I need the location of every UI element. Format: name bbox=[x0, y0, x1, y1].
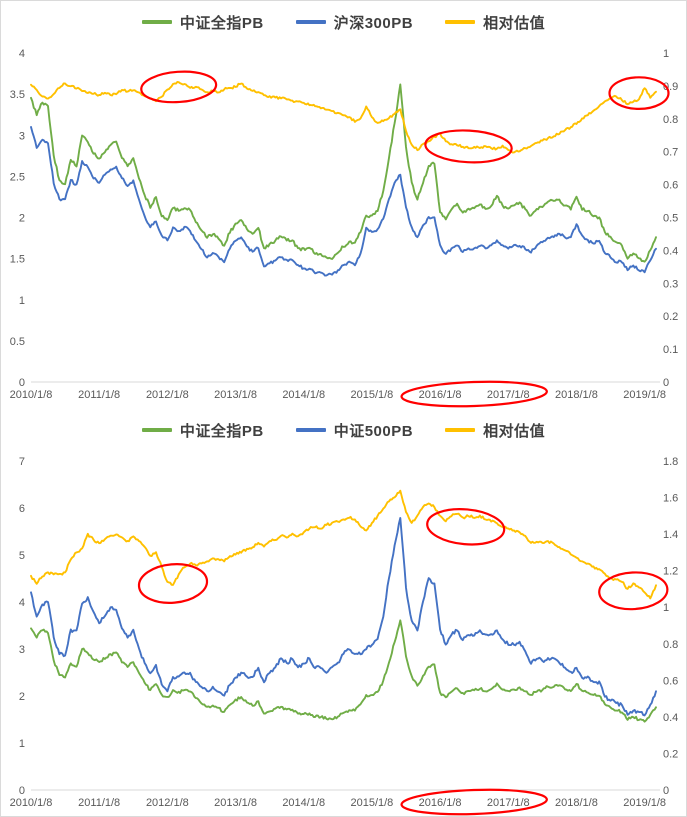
right-axis-tick-label: 1.4 bbox=[663, 529, 678, 541]
right-axis-tick-label: 0.2 bbox=[663, 311, 678, 323]
right-axis-tick-label: 0.2 bbox=[663, 748, 678, 760]
left-axis-tick-label: 3.5 bbox=[10, 89, 25, 101]
legend-line-marker bbox=[141, 20, 172, 24]
x-axis-tick-label: 2017/1/8 bbox=[487, 389, 530, 401]
left-axis-tick-label: 2 bbox=[19, 691, 25, 703]
legend-line-marker bbox=[141, 428, 172, 432]
chart-legend: 中证全指PB 中证500PB 相对估值 bbox=[1, 409, 686, 447]
series-line-relative-valuation bbox=[30, 81, 657, 154]
highlight-ellipse bbox=[424, 129, 513, 164]
right-axis-tick-label: 0.8 bbox=[663, 639, 678, 651]
right-axis-tick-label: 1 bbox=[663, 602, 669, 614]
legend-line-marker bbox=[445, 20, 476, 24]
legend-item: 中证全指PB bbox=[141, 12, 264, 33]
left-axis-tick-label: 2.5 bbox=[10, 171, 25, 183]
left-axis-tick-label: 0 bbox=[19, 785, 25, 797]
series-line-pb bbox=[30, 517, 657, 717]
legend-item: 中证500PB bbox=[295, 420, 414, 441]
x-axis-tick-label: 2013/1/8 bbox=[214, 797, 257, 809]
highlight-ellipse bbox=[137, 563, 209, 604]
legend-label: 中证全指PB bbox=[179, 14, 264, 32]
x-axis-tick-label: 2016/1/8 bbox=[419, 797, 462, 809]
left-axis-tick-label: 2 bbox=[19, 213, 25, 225]
x-axis-tick-label: 2019/1/8 bbox=[623, 797, 666, 809]
series-line-pb bbox=[30, 619, 657, 723]
right-axis-tick-label: 0.6 bbox=[663, 180, 678, 192]
left-axis-tick-label: 6 bbox=[19, 503, 25, 515]
chart-panel-csi500: 中证全指PB 中证500PB 相对估值 7 6 5 4 3 2 1 0 1.8 1.6 1.4 1.2 1 0… bbox=[1, 409, 686, 816]
legend-line-marker bbox=[295, 428, 326, 432]
right-axis-tick-label: 0.4 bbox=[663, 245, 678, 257]
right-axis-tick-label: 0 bbox=[663, 785, 669, 797]
x-axis-tick-label: 2010/1/8 bbox=[10, 389, 53, 401]
highlight-ellipse bbox=[140, 70, 218, 104]
right-axis-tick-label: 0.7 bbox=[663, 147, 678, 159]
x-axis-tick-label: 2018/1/8 bbox=[555, 797, 598, 809]
chart-legend: 中证全指PB 沪深300PB 相对估值 bbox=[1, 1, 686, 39]
series-line-pb bbox=[30, 126, 657, 277]
legend-item: 沪深300PB bbox=[295, 12, 414, 33]
highlight-ellipse bbox=[598, 571, 669, 611]
x-axis-tick-label: 2018/1/8 bbox=[555, 389, 598, 401]
left-axis-tick-label: 0.5 bbox=[10, 336, 25, 348]
right-axis-tick-label: 1.2 bbox=[663, 566, 678, 578]
x-axis-tick-label: 2014/1/8 bbox=[282, 797, 325, 809]
x-axis-tick-label: 2017/1/8 bbox=[487, 797, 530, 809]
left-axis-tick-label: 4 bbox=[19, 597, 25, 609]
right-axis-tick-label: 0.3 bbox=[663, 278, 678, 290]
series-line-pb bbox=[30, 83, 657, 263]
right-axis-tick-label: 0.8 bbox=[663, 114, 678, 126]
x-axis-tick-label: 2012/1/8 bbox=[146, 797, 189, 809]
right-axis-tick-label: 1.8 bbox=[663, 456, 678, 468]
x-axis-tick-label: 2014/1/8 bbox=[282, 389, 325, 401]
left-axis-tick-label: 4 bbox=[19, 48, 25, 60]
legend-label: 相对估值 bbox=[483, 14, 546, 32]
x-axis-tick-label: 2013/1/8 bbox=[214, 389, 257, 401]
highlight-ellipse bbox=[426, 508, 506, 546]
x-axis-tick-label: 2011/1/8 bbox=[78, 797, 120, 809]
x-axis-tick-label: 2010/1/8 bbox=[10, 797, 53, 809]
legend-line-marker bbox=[445, 428, 476, 432]
legend-label: 中证500PB bbox=[333, 422, 414, 440]
legend-label: 相对估值 bbox=[483, 422, 546, 440]
legend-item: 相对估值 bbox=[445, 12, 545, 33]
legend-item: 相对估值 bbox=[445, 420, 545, 441]
right-axis-tick-label: 0.6 bbox=[663, 675, 678, 687]
right-axis-tick-label: 0 bbox=[663, 377, 669, 389]
legend-label: 沪深300PB bbox=[333, 14, 414, 32]
left-axis-tick-label: 7 bbox=[19, 456, 25, 468]
legend-label: 中证全指PB bbox=[179, 422, 264, 440]
left-axis-tick-label: 1.5 bbox=[10, 254, 25, 266]
chart-panel-csi300: 中证全指PB 沪深300PB 相对估值 4 3.5 3 2.5 2 1.5 1 0.5 0 1 0.9 0… bbox=[1, 1, 686, 409]
x-axis-tick-label: 2019/1/8 bbox=[623, 389, 666, 401]
x-axis-tick-label: 2016/1/8 bbox=[419, 389, 462, 401]
left-axis-tick-label: 1 bbox=[19, 738, 25, 750]
x-axis-tick-label: 2015/1/8 bbox=[350, 389, 393, 401]
right-axis-tick-label: 1 bbox=[663, 48, 669, 60]
left-axis-tick-label: 3 bbox=[19, 644, 25, 656]
right-axis-tick-label: 0.1 bbox=[663, 344, 678, 356]
right-axis-tick-label: 0.4 bbox=[663, 712, 678, 724]
x-axis-tick-label: 2015/1/8 bbox=[350, 797, 393, 809]
pb-chart-csi500: 765432101.81.61.41.210.80.60.40.202010/1… bbox=[10, 456, 678, 816]
series-line-relative-valuation bbox=[30, 489, 657, 600]
left-axis-tick-label: 5 bbox=[19, 550, 25, 562]
right-axis-tick-label: 1.6 bbox=[663, 493, 678, 505]
highlight-ellipse bbox=[400, 788, 548, 816]
left-axis-tick-label: 3 bbox=[19, 130, 25, 142]
left-axis-tick-label: 1 bbox=[19, 295, 25, 307]
legend-item: 中证全指PB bbox=[141, 420, 264, 441]
x-axis-tick-label: 2011/1/8 bbox=[78, 389, 120, 401]
highlight-ellipse bbox=[608, 76, 670, 110]
pb-chart-csi300: 43.532.521.510.5010.90.80.70.60.50.40.30… bbox=[10, 48, 678, 408]
left-axis-tick-label: 0 bbox=[19, 377, 25, 389]
x-axis-tick-label: 2012/1/8 bbox=[146, 389, 189, 401]
legend-line-marker bbox=[295, 20, 326, 24]
highlight-ellipse bbox=[400, 380, 548, 408]
right-axis-tick-label: 0.5 bbox=[663, 213, 678, 225]
